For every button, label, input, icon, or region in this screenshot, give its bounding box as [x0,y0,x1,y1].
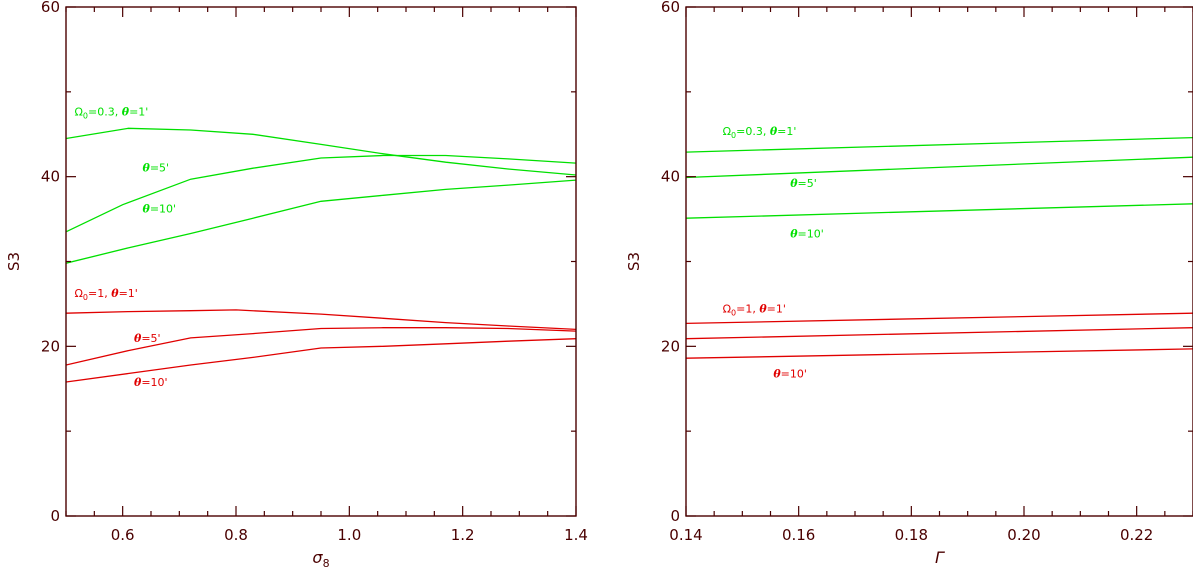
x-axis-label: σ8 [312,548,329,570]
annotation-theta: θ [143,202,151,215]
series-line-5 [686,327,1193,340]
x-axis-label-main: Γ [935,548,945,567]
y-axis-label: S3 [5,252,23,271]
series-annotation-4: Ω0=1, θ=1' [75,287,138,302]
annotation-theta: θ [773,368,781,381]
y-tick-label: 0 [670,507,680,525]
series-line-1 [686,136,1193,153]
x-tick-label: 1.4 [564,526,588,544]
series-annotation-3: θ=10' [790,228,824,241]
annotation-value: =0.3, [88,106,122,119]
annotation-omega: Ω [75,287,83,300]
annotation-angle: =5' [798,177,817,190]
annotation-theta: θ [143,162,151,175]
series-annotation-2: θ=5' [790,177,817,190]
y-tick-label: 40 [41,168,60,186]
annotation-angle: =10' [150,202,176,215]
annotation-angle: =5' [150,162,169,175]
series-annotation-1: Ω0=0.3, θ=1' [723,125,797,140]
annotation-value: =0.3, [736,125,770,138]
x-tick-label: 0.14 [669,526,702,544]
annotation-angle: =5' [141,332,160,345]
y-tick-label: 40 [661,168,680,186]
y-tick-label: 0 [50,507,60,525]
series-line-5 [66,327,576,366]
x-axis-label: Γ [935,548,945,567]
series-annotation-6: θ=10' [134,376,168,389]
y-tick-label: 20 [661,337,680,355]
series-line-3 [66,179,576,264]
y-tick-label: 20 [41,337,60,355]
y-axis-label: S3 [625,252,643,271]
series-line-6 [686,348,1193,359]
x-tick-label: 0.18 [895,526,928,544]
annotation-value: =1, [736,302,759,315]
annotation-subscript: 0 [83,293,88,302]
x-axis-label-subscript: 8 [323,557,330,570]
y-tick-label: 60 [661,0,680,16]
annotation-angle: =10' [798,228,824,241]
annotation-subscript: 0 [731,308,736,317]
series-annotation-3: θ=10' [143,202,177,215]
annotation-theta: θ [770,125,778,138]
annotation-omega: Ω [723,302,731,315]
x-tick-label: 0.16 [782,526,815,544]
series-line-3 [686,203,1193,219]
x-tick-label: 1.2 [451,526,475,544]
annotation-omega: Ω [75,106,83,119]
annotation-angle: =10' [141,376,167,389]
series-line-2 [686,156,1193,179]
series-line-6 [66,338,576,383]
series-annotation-1: Ω0=0.3, θ=1' [75,106,149,121]
series-line-4 [66,309,576,331]
x-axis-label-main: σ [312,548,323,567]
annotation-angle: =1' [129,106,148,119]
series-line-4 [686,312,1193,325]
annotation-theta: θ [122,106,130,119]
plot-frame [65,6,577,517]
series-annotation-4: Ω0=1, θ=1' [723,302,786,317]
x-tick-label: 0.8 [224,526,248,544]
annotation-theta: θ [790,177,798,190]
y-tick-label: 60 [41,0,60,16]
series-annotation-5: θ=10' [773,368,807,381]
series-annotation-5: θ=5' [134,332,161,345]
annotation-theta: θ [134,332,142,345]
annotation-subscript: 0 [83,112,88,121]
x-tick-label: 0.20 [1007,526,1040,544]
series-line-1 [66,127,576,176]
x-tick-label: 1.0 [337,526,361,544]
series-annotation-2: θ=5' [143,162,170,175]
annotation-theta: θ [111,287,119,300]
annotation-angle: =10' [781,368,807,381]
plot-frame [685,6,1193,517]
annotation-subscript: 0 [731,131,736,140]
annotation-value: =1, [88,287,111,300]
annotation-theta: θ [134,376,142,389]
annotation-theta: θ [759,302,767,315]
annotation-angle: =1' [777,125,796,138]
annotation-angle: =1' [767,302,786,315]
annotation-omega: Ω [723,125,731,138]
annotation-theta: θ [790,228,798,241]
x-tick-label: 0.6 [111,526,135,544]
annotation-angle: =1' [119,287,138,300]
x-tick-label: 0.22 [1120,526,1153,544]
series-line-2 [66,154,576,233]
